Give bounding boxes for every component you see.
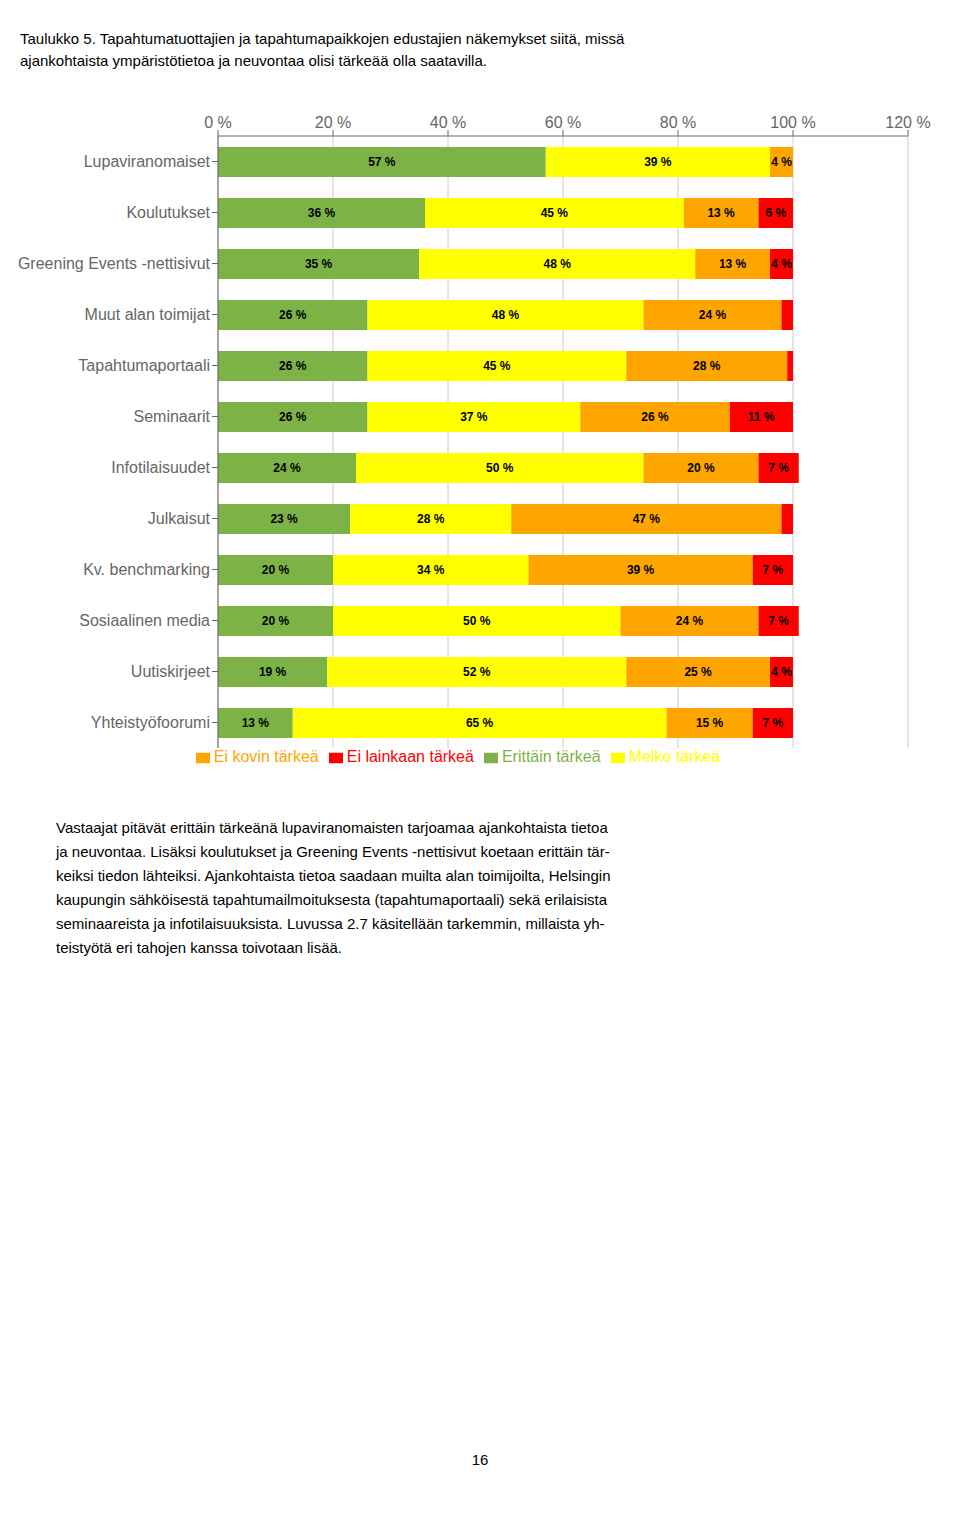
svg-text:Tapahtumaportaali: Tapahtumaportaali [78, 357, 210, 374]
svg-text:Koulutukset: Koulutukset [126, 204, 210, 221]
svg-text:0 %: 0 % [204, 114, 232, 131]
svg-text:11 %: 11 % [748, 410, 775, 424]
svg-text:48 %: 48 % [492, 308, 520, 322]
svg-text:26 %: 26 % [279, 410, 307, 424]
svg-text:28 %: 28 % [693, 359, 721, 373]
svg-text:15 %: 15 % [696, 716, 724, 730]
svg-text:26 %: 26 % [279, 308, 307, 322]
svg-text:47 %: 47 % [633, 512, 661, 526]
svg-text:Greening Events -nettisivut: Greening Events -nettisivut [18, 255, 211, 272]
svg-text:7 %: 7 % [763, 563, 784, 577]
svg-text:Lupaviranomaiset: Lupaviranomaiset [84, 153, 211, 170]
svg-text:120 %: 120 % [885, 114, 930, 131]
svg-text:36 %: 36 % [308, 206, 336, 220]
svg-text:6 %: 6 % [765, 206, 786, 220]
html-text:Ei kovin tärkeä: Ei kovin tärkeä [213, 748, 319, 765]
svg-text:25 %: 25 % [684, 665, 712, 679]
svg-text:26 %: 26 % [279, 359, 307, 373]
svg-text:24 %: 24 % [273, 461, 301, 475]
svg-text:20 %: 20 % [262, 563, 290, 577]
html-text:Ei lainkaan tärkeä: Ei lainkaan tärkeä [346, 748, 474, 765]
svg-text:50 %: 50 % [463, 614, 491, 628]
svg-text:7 %: 7 % [768, 461, 789, 475]
svg-text:20 %: 20 % [262, 614, 290, 628]
svg-text:34 %: 34 % [417, 563, 445, 577]
svg-text:28 %: 28 % [417, 512, 445, 526]
svg-text:39 %: 39 % [627, 563, 655, 577]
svg-text:13 %: 13 % [719, 257, 747, 271]
svg-text:Muut alan toimijat: Muut alan toimijat [85, 306, 211, 323]
html-text:Vastaajat pitävät erittäin tär: Vastaajat pitävät erittäin tärkeänä lupa… [56, 819, 611, 956]
svg-text:7 %: 7 % [768, 614, 789, 628]
svg-text:4 %: 4 % [771, 257, 792, 271]
svg-text:24 %: 24 % [699, 308, 727, 322]
svg-text:26 %: 26 % [641, 410, 669, 424]
svg-text:48 %: 48 % [544, 257, 572, 271]
svg-text:80 %: 80 % [660, 114, 696, 131]
svg-text:20 %: 20 % [315, 114, 351, 131]
html-text:Melko tärkeä: Melko tärkeä [628, 748, 721, 765]
svg-text:39 %: 39 % [644, 155, 672, 169]
svg-text:13 %: 13 % [707, 206, 735, 220]
svg-text:100 %: 100 % [770, 114, 815, 131]
html-text:Taulukko 5. Tapahtumatuottajie: Taulukko 5. Tapahtumatuottajien ja tapah… [20, 30, 625, 47]
svg-text:23 %: 23 % [270, 512, 298, 526]
svg-text:19 %: 19 % [259, 665, 287, 679]
svg-text:Sosiaalinen media: Sosiaalinen media [79, 612, 210, 629]
svg-text:52 %: 52 % [463, 665, 491, 679]
svg-text:Infotilaisuudet: Infotilaisuudet [111, 459, 210, 476]
svg-text:Kv. benchmarking: Kv. benchmarking [83, 561, 210, 578]
svg-text:4 %: 4 % [771, 665, 792, 679]
svg-text:13 %: 13 % [242, 716, 270, 730]
svg-text:45 %: 45 % [541, 206, 569, 220]
html-text:ajankohtaista ympäristötietoa: ajankohtaista ympäristötietoa ja neuvont… [20, 52, 487, 69]
svg-text:Uutiskirjeet: Uutiskirjeet [131, 663, 211, 680]
svg-text:50 %: 50 % [486, 461, 514, 475]
svg-text:40 %: 40 % [430, 114, 466, 131]
svg-text:Yhteistyöfoorumi: Yhteistyöfoorumi [91, 714, 210, 731]
svg-text:45 %: 45 % [483, 359, 511, 373]
html-text:Erittäin tärkeä: Erittäin tärkeä [501, 748, 601, 765]
svg-text:Julkaisut: Julkaisut [148, 510, 211, 527]
svg-text:Seminaarit: Seminaarit [134, 408, 211, 425]
svg-text:37 %: 37 % [460, 410, 488, 424]
svg-text:35 %: 35 % [305, 257, 333, 271]
svg-text:57 %: 57 % [368, 155, 396, 169]
svg-text:24 %: 24 % [676, 614, 704, 628]
svg-text:4 %: 4 % [771, 155, 792, 169]
svg-text:7 %: 7 % [763, 716, 784, 730]
svg-text:60 %: 60 % [545, 114, 581, 131]
svg-text:20 %: 20 % [687, 461, 715, 475]
svg-text:65 %: 65 % [466, 716, 494, 730]
html-text:16: 16 [471, 1451, 489, 1468]
